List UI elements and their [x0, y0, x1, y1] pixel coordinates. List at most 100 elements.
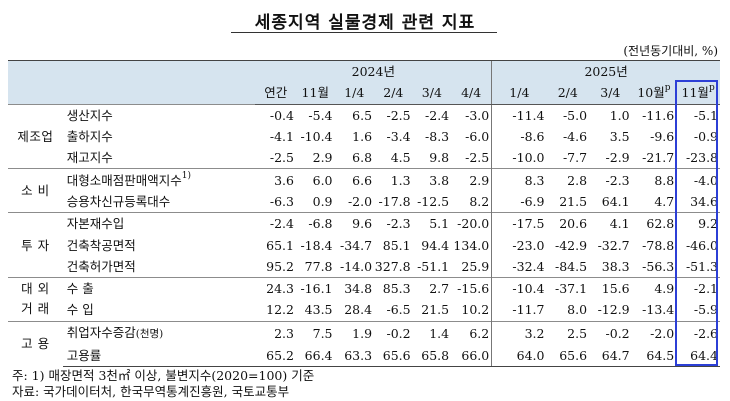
value-cell: 5.1	[412, 212, 452, 235]
col-header: 3/4	[412, 82, 452, 105]
value-cell: 1.6	[352, 129, 373, 145]
value-cell: -12.5	[417, 193, 450, 209]
col-header-text: 10월	[637, 85, 665, 101]
row-label-text: 취업자수증감	[66, 324, 136, 340]
value-cell: -2.6	[676, 320, 720, 345]
value-cell: 8.8	[631, 168, 677, 191]
row-label-text: 승용차신규등록대수	[66, 193, 171, 209]
value-cell: 85.1	[382, 237, 411, 253]
category-label: 소 비	[21, 183, 50, 199]
value-cell: -15.6	[451, 276, 492, 300]
table-row: 제조업 생산지수 -0.4 -5.4 6.5 -2.5 -2.4 -3.0 -11.4 -5.0 1…	[8, 103, 720, 169]
row-label-text: 출하지수	[66, 129, 113, 145]
footnote-marker: 1)	[181, 170, 192, 181]
value-cell: 2.3	[255, 320, 296, 345]
value-cell: -10.4	[300, 129, 333, 145]
value-cell: -10.4	[491, 276, 547, 300]
value-cell: -32.4	[491, 255, 547, 278]
value-cell: 12.2	[266, 302, 294, 318]
value-cell: 6.6	[334, 168, 375, 191]
value-cell: -5.9	[693, 302, 718, 318]
value-cell: -6.8	[295, 212, 335, 235]
value-cell: 2.7	[412, 276, 452, 300]
value-cell: 65.2	[255, 344, 296, 367]
value-cell: -5.4	[295, 103, 335, 126]
row-label: 승용차신규등록대수	[63, 191, 256, 213]
value-cell: -84.5	[554, 258, 588, 274]
table-row: 승용차신규등록대수 -6.3 0.9 -2.0 -17.8 -12.5 8.2 -6.9 21.…	[8, 190, 720, 213]
value-cell: 94.4	[421, 237, 450, 253]
col-header: 4/4	[451, 82, 492, 105]
highlight-box-latest-month	[675, 80, 718, 366]
value-cell: -2.1	[676, 276, 720, 300]
value-cell: -46.0	[685, 237, 718, 253]
value-cell: -2.5	[465, 150, 490, 166]
value-cell: -34.7	[340, 237, 373, 253]
value-cell: 9.8	[429, 150, 450, 166]
col-header: 3/4	[589, 82, 632, 105]
value-cell: -11.6	[631, 103, 677, 126]
value-cell: 63.3	[334, 344, 375, 367]
page-title: 세종지역 실물경제 관련 지표	[254, 13, 476, 33]
value-cell: -14.0	[340, 258, 373, 274]
value-cell: -7.7	[562, 150, 588, 166]
indicator-table: 2024년 2025년 연간 11월 1/4 2/4 3/4 4/4 1/4 2…	[8, 60, 720, 367]
value-cell: 4.7	[654, 193, 675, 209]
row-label: 재고지수	[63, 147, 256, 169]
value-cell: -6.0	[465, 129, 490, 145]
value-cell: 34.6	[690, 193, 718, 209]
row-label: 건축착공면적	[63, 234, 256, 255]
footnote-1: 주: 1) 매장면적 3천㎡ 이상, 불변지수(2020=100) 기준	[12, 368, 315, 383]
value-cell: 66.0	[451, 344, 492, 367]
table-row: 소 비 대형소매점판매액지수1) 3.6 6.0 6.6 1.3 3.8 2.9 8.3 2.8-…	[8, 168, 720, 213]
year-2025: 2025년	[491, 60, 720, 83]
value-cell: -2.4	[412, 103, 452, 126]
row-label-text: 재고지수	[66, 150, 113, 166]
value-cell: 21.5	[559, 193, 588, 209]
source-note: 자료: 국가데이터처, 한국무역통계진흥원, 국토교통부	[12, 384, 290, 399]
value-cell: 8.0	[567, 302, 588, 318]
row-label-text: 수 출	[66, 281, 94, 297]
col-superscript: p	[708, 83, 715, 94]
row-label: 수 입	[63, 299, 256, 321]
value-cell: -0.2	[374, 320, 413, 345]
value-cell: -2.3	[374, 212, 413, 235]
value-cell: 9.2	[676, 212, 720, 235]
row-label: 출하지수	[63, 126, 256, 147]
value-cell: 2.9	[312, 150, 333, 166]
unit-label: (전년동기대비, %)	[623, 44, 718, 58]
value-cell: -8.6	[491, 125, 547, 148]
value-cell: -2.9	[605, 150, 630, 166]
value-cell: -2.0	[347, 193, 373, 209]
table-row: 고용률 65.2 66.4 63.3 65.6 65.8 66.0 64.0 65.6 64.7 6…	[8, 344, 720, 367]
col-header: 11월p	[676, 82, 720, 105]
row-label: 자본재수입	[62, 212, 256, 235]
value-cell: -8.3	[425, 129, 450, 145]
value-cell: 6.5	[334, 103, 375, 126]
row-label: 대형소매점판매액지수1)	[62, 168, 256, 191]
value-cell: -4.6	[562, 129, 588, 145]
value-cell: 0.9	[312, 193, 333, 209]
value-cell: -13.4	[642, 302, 675, 318]
value-cell: -16.1	[295, 276, 335, 300]
value-cell: 34.8	[334, 276, 375, 300]
row-label: 건축허가면적	[63, 256, 256, 278]
value-cell: 3.6	[255, 168, 296, 191]
value-cell: 327.8	[374, 258, 411, 274]
col-header: 10월p	[631, 82, 677, 105]
row-label-text: 건축착공면적	[66, 237, 136, 253]
value-cell: 3.8	[412, 168, 452, 191]
value-cell: -6.3	[269, 193, 294, 209]
value-cell: -5.0	[546, 103, 590, 126]
value-cell: 65.1	[266, 237, 294, 253]
value-cell: 4.1	[589, 212, 632, 235]
value-cell: -6.5	[386, 302, 411, 318]
value-cell: 1.3	[374, 168, 413, 191]
col-header: 2/4	[374, 82, 413, 105]
category-label: 대 외	[21, 281, 50, 297]
category-cell: 투 자	[8, 212, 63, 278]
value-cell: -37.1	[546, 276, 590, 300]
value-cell: 9.6	[334, 212, 375, 235]
